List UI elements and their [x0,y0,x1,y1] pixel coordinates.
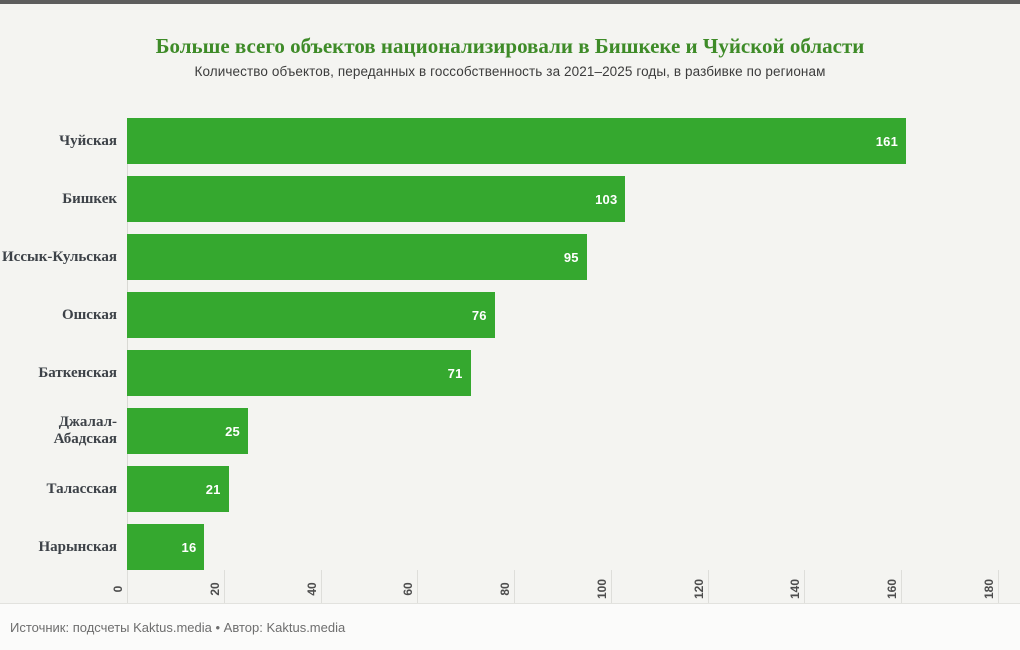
category-label: Чуйская [59,132,117,149]
chart-subtitle: Количество объектов, переданных в госсоб… [194,64,826,80]
category-label: Нарынская [38,538,117,555]
tick-line [514,570,516,604]
row-plot-area: 76 [127,286,998,344]
bar-value-label: 16 [181,539,197,555]
bar-value-label: 76 [471,307,487,323]
table-row: Ошская 76 [0,286,1020,344]
table-row: Бишкек 103 [0,170,1020,228]
x-axis: 0 20 40 60 80 100 120 140 160 180 [111,570,999,608]
tick-label: 60 [401,582,416,596]
row-plot-area: 103 [127,170,998,228]
row-plot-area: 161 [127,112,998,170]
row-plot-area: 21 [127,460,998,518]
bar[interactable]: 76 [127,292,495,338]
bar-chart: Чуйская 161 Бишкек 103 Иссык-Кульская 95… [0,112,1020,650]
top-accent-strip [0,0,1020,4]
tick-label: 0 [111,585,125,593]
row-plot-area: 71 [127,344,998,402]
bar-rows: Чуйская 161 Бишкек 103 Иссык-Кульская 95… [0,112,1020,576]
bar[interactable]: 161 [127,118,907,164]
table-row: Нарынская 16 [0,518,1020,576]
tick-label: 100 [594,578,609,600]
row-plot-area: 16 [127,518,998,576]
chart-footer: Источник: подсчеты Kaktus.media • Автор:… [0,603,1020,650]
category-label: Иссык-Кульская [2,248,117,265]
table-row: Таласская 21 [0,460,1020,518]
tick-label: 160 [885,578,900,600]
bar-value-label: 95 [563,249,579,265]
category-label: Ошская [61,306,117,323]
bar-value-label: 161 [875,133,899,149]
tick-line [804,570,806,604]
tick-line [223,570,225,604]
tick-line [901,570,903,604]
tick-label: 20 [207,582,222,596]
chart-header: Больше всего объектов национализировали … [0,4,1020,79]
bar-value-label: 103 [595,191,618,207]
table-row: Чуйская 161 [0,112,1020,170]
category-label: Джалал-Абадская [53,414,117,447]
bar[interactable]: 95 [127,234,587,280]
bar[interactable]: 21 [127,466,229,512]
table-row: Иссык-Кульская 95 [0,228,1020,286]
tick-label: 140 [788,578,803,600]
category-label: Таласская [46,480,117,497]
bar[interactable]: 16 [127,524,205,570]
tick-line [417,570,419,604]
tick-label: 180 [982,578,996,600]
table-row: Джалал-Абадская 25 [0,402,1020,460]
category-label: Бишкек [62,190,117,207]
tick-line [127,570,128,604]
bar[interactable]: 25 [127,408,248,454]
chart-title: Больше всего объектов национализировали … [155,34,865,58]
tick-line [610,570,612,604]
tick-line [320,570,322,604]
bar-value-label: 25 [225,423,240,439]
tick-label: 80 [498,582,513,596]
bar-value-label: 21 [205,481,221,497]
bar[interactable]: 103 [127,176,626,222]
source-attribution: Источник: подсчеты Kaktus.media • Автор:… [10,619,346,635]
bar[interactable]: 71 [127,350,471,396]
category-label: Баткенская [38,364,117,381]
row-plot-area: 95 [127,228,998,286]
tick-line [707,570,709,604]
tick-label: 40 [304,582,319,596]
tick-label: 120 [691,578,706,600]
table-row: Баткенская 71 [0,344,1020,402]
bar-value-label: 71 [447,365,463,381]
tick-line [998,570,999,604]
row-plot-area: 25 [127,402,998,460]
